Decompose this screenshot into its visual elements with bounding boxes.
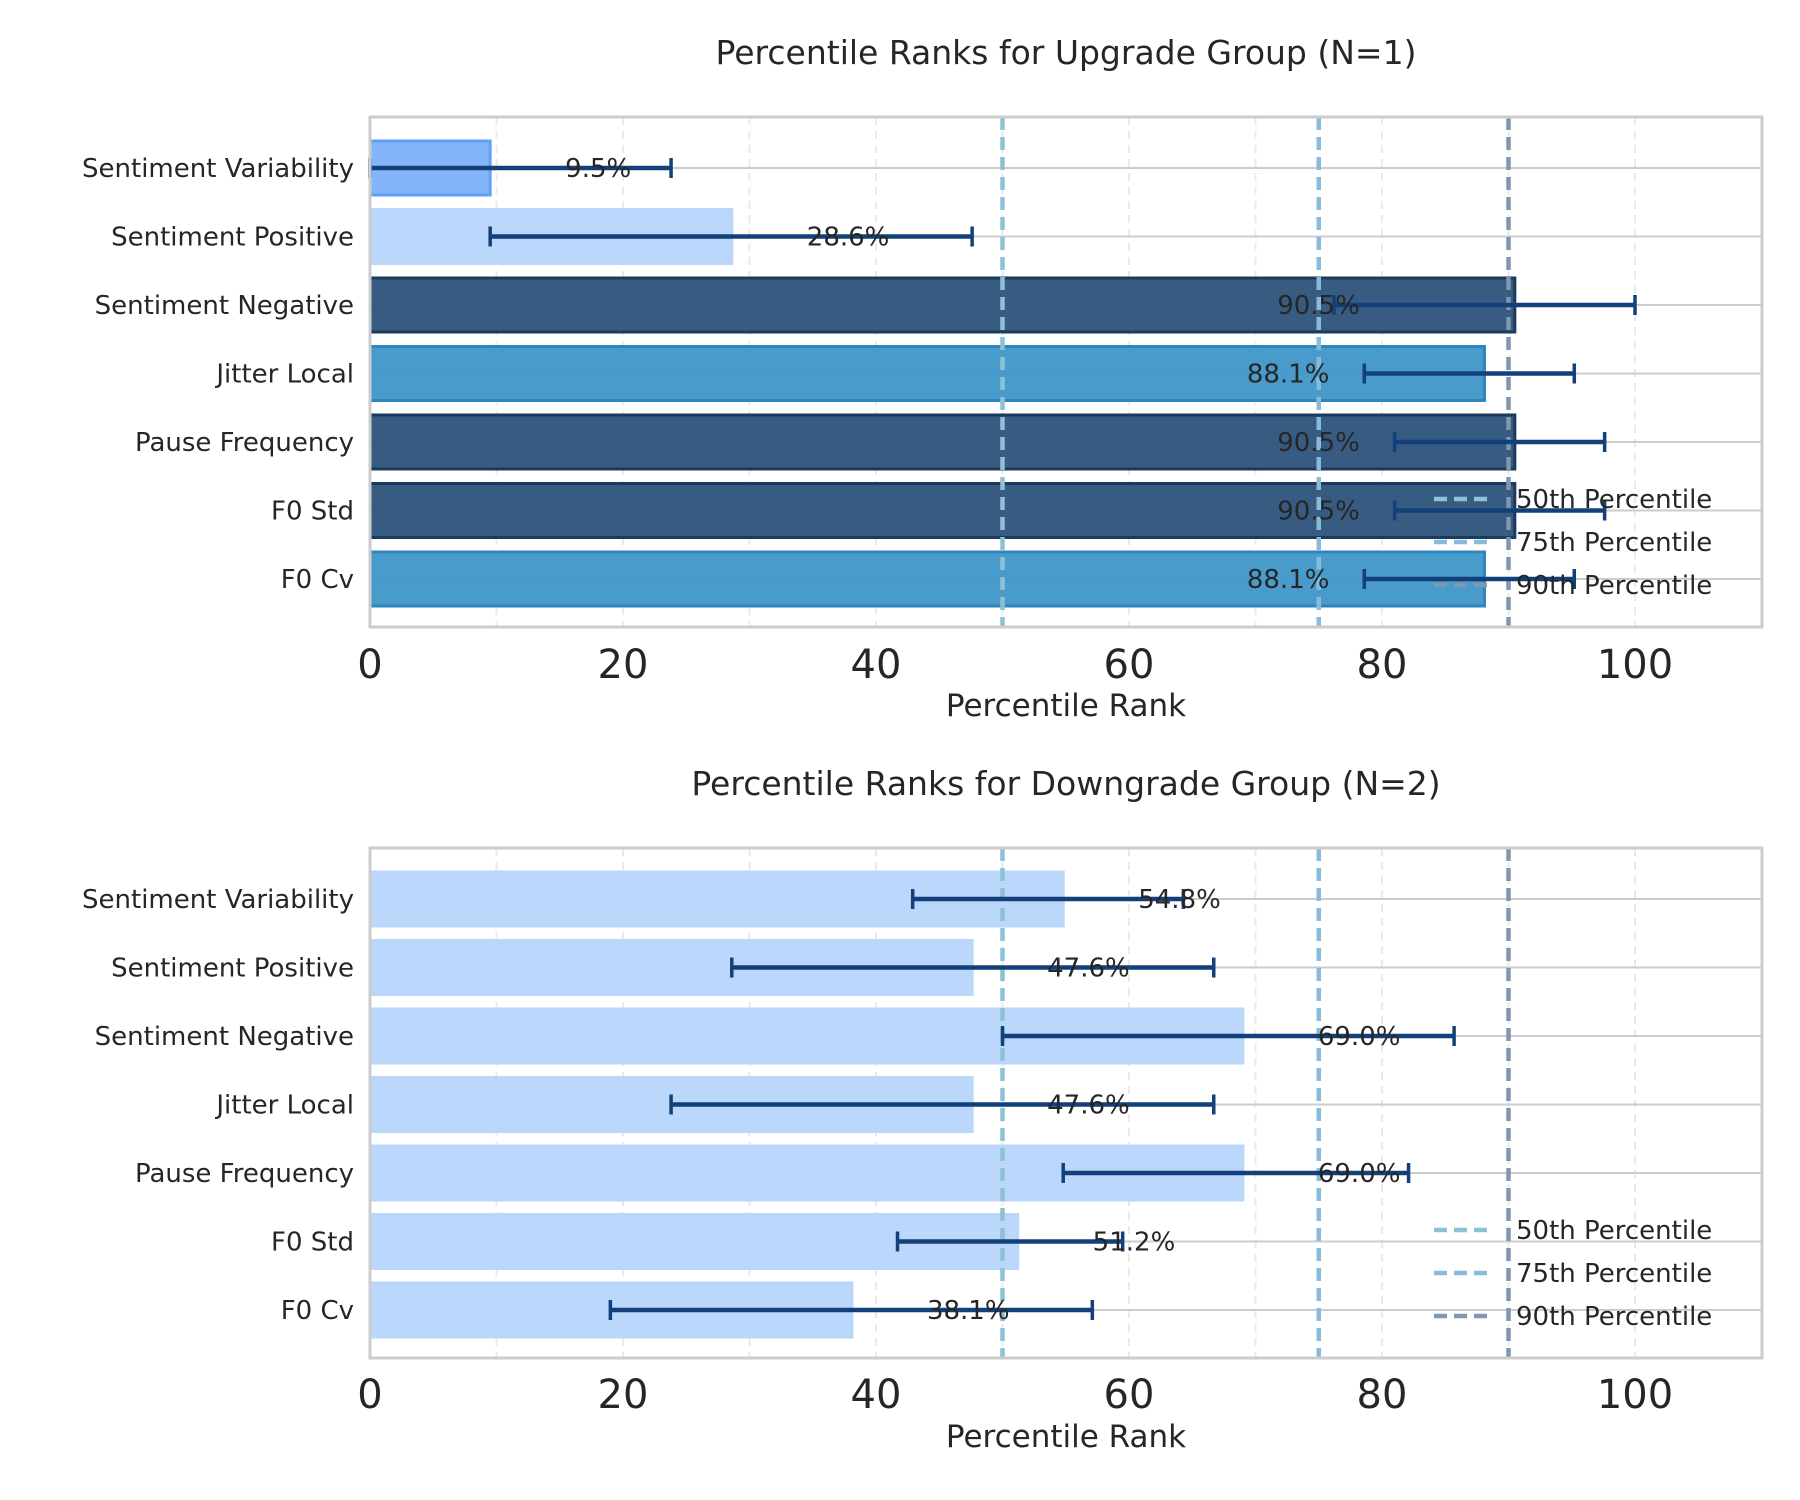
category-label: Sentiment Variability [82, 885, 354, 915]
legend-label: 75th Percentile [1516, 1259, 1712, 1289]
x-axis-label: Percentile Rank [946, 1419, 1186, 1455]
x-tick-label: 80 [1357, 1372, 1408, 1418]
legend-label: 50th Percentile [1516, 485, 1712, 515]
data-label: 47.6% [1047, 954, 1130, 984]
category-label: Sentiment Positive [111, 954, 354, 984]
data-label: 54.8% [1138, 885, 1221, 915]
x-tick-label: 100 [1597, 1372, 1673, 1418]
category-label: Sentiment Negative [95, 291, 354, 321]
data-label: 9.5% [565, 154, 631, 184]
data-label: 90.5% [1277, 428, 1360, 458]
data-label: 47.6% [1047, 1091, 1130, 1121]
chart-panel-2: Percentile Ranks for Downgrade Group (N=… [82, 764, 1764, 1455]
x-tick-label: 100 [1597, 642, 1673, 688]
plot-frame [368, 846, 1764, 1360]
legend-label: 90th Percentile [1516, 1302, 1712, 1332]
bar [368, 482, 1517, 539]
x-tick-label: 80 [1357, 642, 1408, 688]
bar [368, 345, 1486, 402]
bar [368, 276, 1517, 334]
plot-frame [368, 115, 1764, 629]
x-tick-label: 40 [851, 642, 902, 688]
x-tick-label: 60 [1104, 642, 1155, 688]
category-label: Jitter Local [214, 360, 354, 390]
category-label: Sentiment Positive [111, 223, 354, 253]
x-tick-label: 40 [851, 1372, 902, 1418]
chart-title: Percentile Ranks for Downgrade Group (N=… [691, 764, 1440, 803]
bar [368, 413, 1517, 471]
data-label: 88.1% [1247, 565, 1330, 595]
category-label: Sentiment Variability [82, 154, 354, 184]
x-tick-label: 60 [1104, 1372, 1155, 1418]
data-label: 90.5% [1277, 497, 1360, 527]
data-label: 69.0% [1318, 1022, 1401, 1052]
legend: 50th Percentile 75th Percentile 90th Perce… [1434, 1216, 1712, 1332]
bar [368, 550, 1486, 608]
chart-panel-1: Percentile Ranks for Upgrade Group (N=1)… [82, 33, 1764, 724]
legend-label: 90th Percentile [1516, 571, 1712, 601]
x-tick-label: 0 [357, 642, 382, 688]
x-tick-label: 0 [357, 1372, 382, 1418]
data-label: 28.6% [807, 223, 890, 253]
chart-title: Percentile Ranks for Upgrade Group (N=1) [716, 33, 1417, 72]
category-label: Pause Frequency [135, 428, 354, 458]
category-label: F0 Std [271, 1228, 354, 1258]
category-label: Jitter Local [214, 1091, 354, 1121]
data-label: 90.5% [1277, 291, 1360, 321]
category-label: Sentiment Negative [95, 1022, 354, 1052]
data-label: 69.0% [1318, 1159, 1401, 1189]
x-tick-label: 20 [598, 642, 649, 688]
x-axis-label: Percentile Rank [946, 688, 1186, 724]
category-label: F0 Cv [281, 565, 354, 595]
data-label: 51.2% [1093, 1228, 1176, 1258]
category-label: Pause Frequency [135, 1159, 354, 1189]
legend: 50th Percentile 75th Percentile 90th Perce… [1434, 485, 1712, 601]
x-tick-label: 20 [598, 1372, 649, 1418]
legend-label: 75th Percentile [1516, 528, 1712, 558]
category-label: F0 Std [271, 497, 354, 527]
legend-label: 50th Percentile [1516, 1216, 1712, 1246]
category-label: F0 Cv [281, 1296, 354, 1326]
data-label: 38.1% [927, 1296, 1010, 1326]
data-label: 88.1% [1247, 360, 1330, 390]
